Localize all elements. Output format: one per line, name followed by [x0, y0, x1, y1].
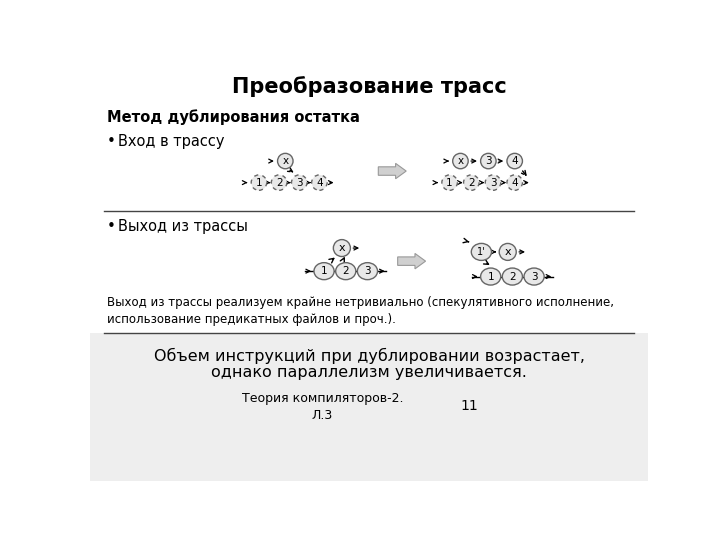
Text: 2: 2	[468, 178, 474, 187]
Text: 3: 3	[296, 178, 302, 187]
Circle shape	[442, 175, 457, 190]
Circle shape	[271, 175, 287, 190]
Text: 3: 3	[364, 266, 371, 276]
Text: Метод дублирования остатка: Метод дублирования остатка	[107, 109, 360, 125]
Text: x: x	[338, 243, 345, 253]
Text: однако параллелизм увеличивается.: однако параллелизм увеличивается.	[211, 365, 527, 380]
Text: 1: 1	[487, 272, 494, 281]
Circle shape	[464, 175, 479, 190]
Circle shape	[485, 175, 500, 190]
Circle shape	[333, 240, 351, 256]
Text: 1: 1	[446, 178, 453, 187]
FancyBboxPatch shape	[90, 333, 648, 481]
Text: Преобразование трасс: Преобразование трасс	[232, 76, 506, 97]
Text: x: x	[457, 156, 464, 166]
Text: 1: 1	[256, 178, 262, 187]
Text: 4: 4	[511, 178, 518, 187]
Polygon shape	[397, 253, 426, 269]
Ellipse shape	[314, 262, 334, 280]
Text: Вход в трассу: Вход в трассу	[118, 134, 225, 149]
Ellipse shape	[503, 268, 523, 285]
Text: 11: 11	[461, 399, 479, 413]
Text: 2: 2	[276, 178, 282, 187]
Ellipse shape	[481, 268, 500, 285]
Circle shape	[312, 175, 327, 190]
Text: Выход из трассы реализуем крайне нетривиально (спекулятивного исполнение,
исполь: Выход из трассы реализуем крайне нетриви…	[107, 296, 614, 326]
Text: 1: 1	[320, 266, 328, 276]
Circle shape	[453, 153, 468, 168]
Text: 4: 4	[511, 156, 518, 166]
Text: 3: 3	[485, 156, 492, 166]
Ellipse shape	[336, 262, 356, 280]
Circle shape	[292, 175, 307, 190]
Text: Выход из трассы: Выход из трассы	[118, 219, 248, 234]
Text: 2: 2	[343, 266, 349, 276]
Text: •: •	[107, 219, 116, 234]
Ellipse shape	[524, 268, 544, 285]
Text: x: x	[505, 247, 511, 257]
Circle shape	[481, 153, 496, 168]
Text: 3: 3	[490, 178, 496, 187]
Text: 2: 2	[509, 272, 516, 281]
Text: 3: 3	[531, 272, 537, 281]
Polygon shape	[378, 164, 406, 179]
Ellipse shape	[472, 244, 492, 260]
Text: 1': 1'	[477, 247, 486, 257]
Circle shape	[277, 153, 293, 168]
Text: x: x	[282, 156, 289, 166]
Circle shape	[507, 153, 523, 168]
Circle shape	[507, 175, 523, 190]
Text: •: •	[107, 134, 116, 149]
Text: Объем инструкций при дублировании возрастает,: Объем инструкций при дублировании возрас…	[153, 348, 585, 364]
Text: 4: 4	[316, 178, 323, 187]
Ellipse shape	[357, 262, 377, 280]
Text: Теория компиляторов-2.
Л.3: Теория компиляторов-2. Л.3	[242, 393, 403, 422]
Circle shape	[499, 244, 516, 260]
Circle shape	[251, 175, 266, 190]
